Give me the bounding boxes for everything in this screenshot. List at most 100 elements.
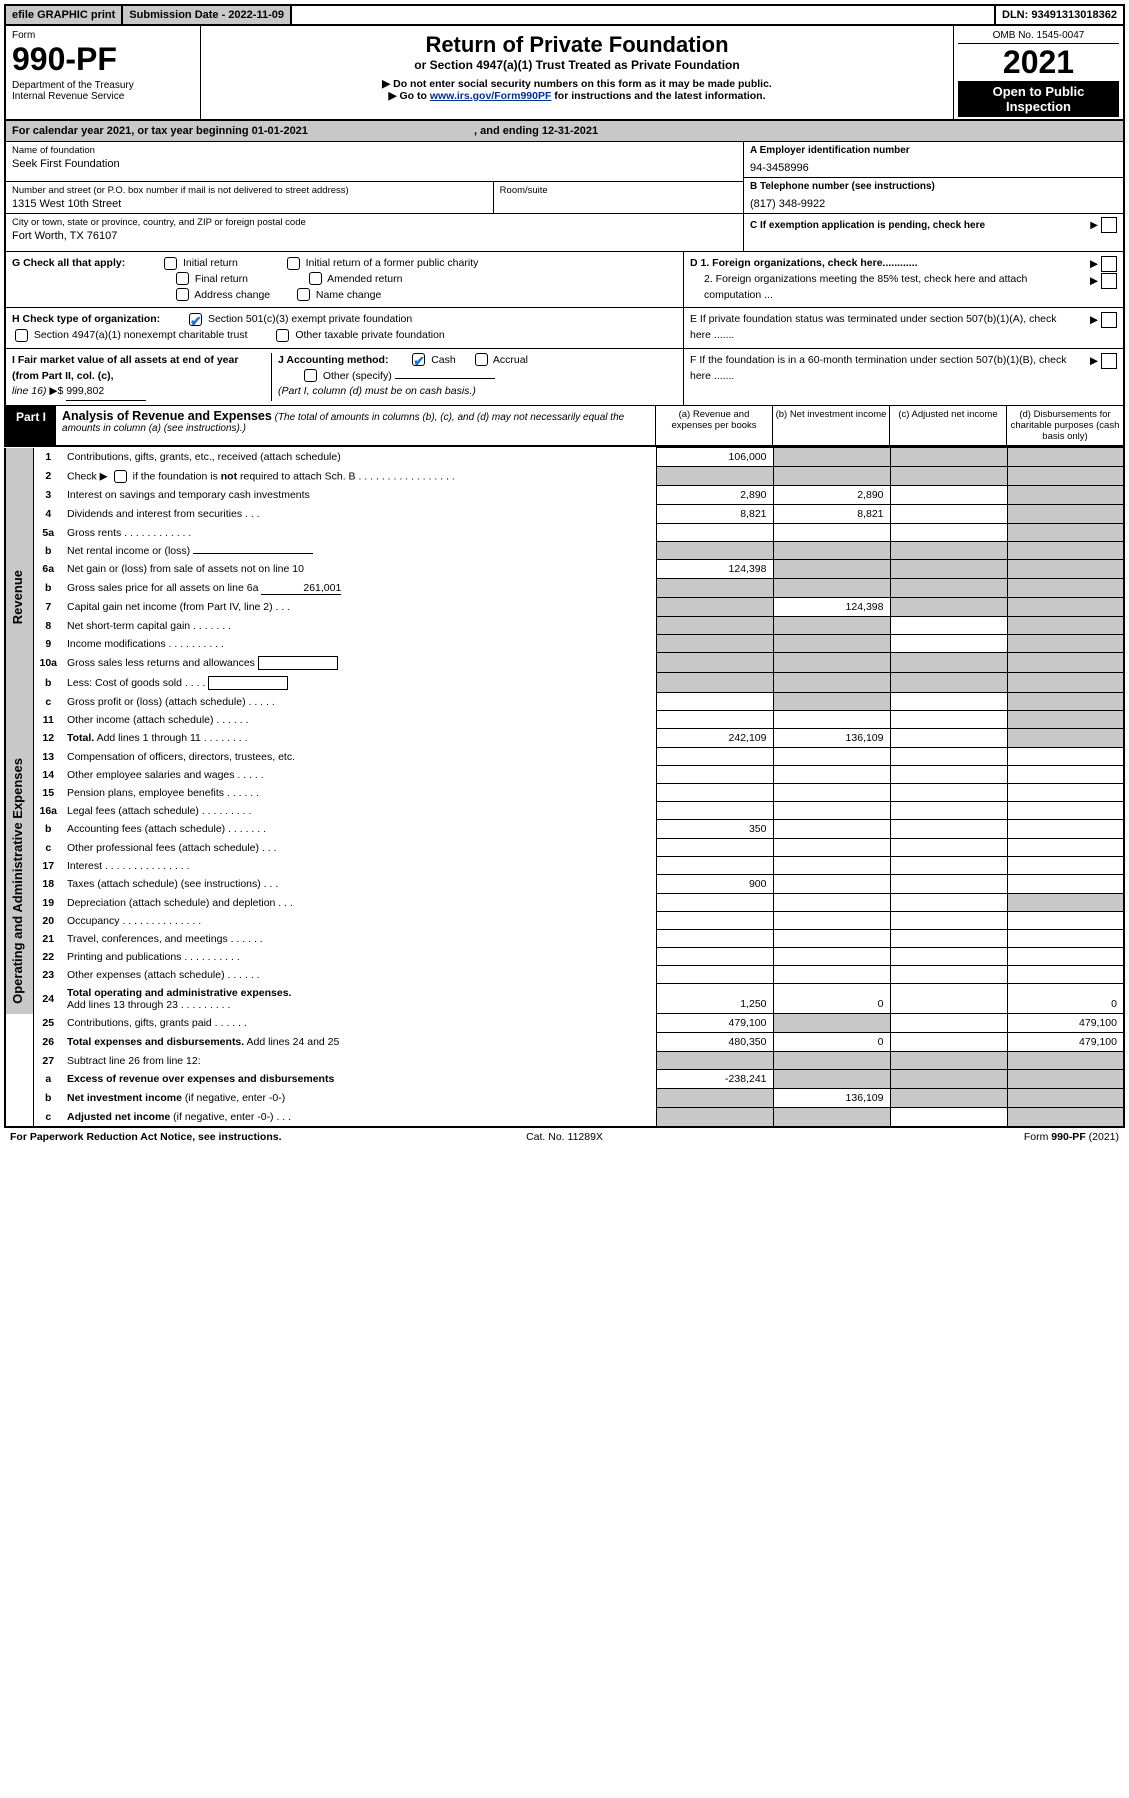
phone-cell: B Telephone number (see instructions) (8… xyxy=(744,178,1123,214)
address-cell: Number and street (or P.O. box number if… xyxy=(6,182,494,214)
r26-d: 479,100 xyxy=(1007,1033,1124,1052)
r3-b: 2,890 xyxy=(773,486,890,505)
part1-label: Part I xyxy=(6,406,56,445)
row-21: 21Travel, conferences, and meetings . . … xyxy=(5,930,1124,948)
row-20: 20Occupancy . . . . . . . . . . . . . . xyxy=(5,912,1124,930)
exemption-cell: C If exemption application is pending, c… xyxy=(744,214,1123,236)
r7-b: 124,398 xyxy=(773,598,890,617)
g-row: G Check all that apply: Initial return I… xyxy=(6,251,683,308)
r12-a: 242,109 xyxy=(656,729,773,748)
footer-left: For Paperwork Reduction Act Notice, see … xyxy=(10,1131,380,1143)
501c3-checkbox[interactable] xyxy=(189,313,202,326)
initial-return-checkbox[interactable] xyxy=(164,257,177,270)
row-7: 7Capital gain net income (from Part IV, … xyxy=(5,598,1124,617)
f-checkbox[interactable] xyxy=(1101,353,1117,369)
row-15: 15Pension plans, employee benefits . . .… xyxy=(5,784,1124,802)
check-section: G Check all that apply: Initial return I… xyxy=(4,251,1125,405)
other-method-checkbox[interactable] xyxy=(304,369,317,382)
calendar-year-row: For calendar year 2021, or tax year begi… xyxy=(4,121,1125,142)
cash-checkbox[interactable] xyxy=(412,353,425,366)
row-4: 4Dividends and interest from securities … xyxy=(5,505,1124,524)
irs-label: Internal Revenue Service xyxy=(12,91,194,102)
row-10b: bLess: Cost of goods sold . . . . xyxy=(5,673,1124,693)
final-return-checkbox[interactable] xyxy=(176,272,189,285)
row-13: Operating and Administrative Expenses 13… xyxy=(5,748,1124,766)
4947-checkbox[interactable] xyxy=(15,329,28,342)
d1-checkbox[interactable] xyxy=(1101,256,1117,272)
row-5a: 5aGross rents . . . . . . . . . . . . xyxy=(5,524,1124,542)
initial-former-checkbox[interactable] xyxy=(287,257,300,270)
open-public-badge: Open to Public Inspection xyxy=(958,81,1119,117)
foundation-info: Name of foundation Seek First Foundation… xyxy=(4,142,1125,251)
efile-label[interactable]: efile GRAPHIC print xyxy=(6,6,123,24)
d-row: D 1. Foreign organizations, check here..… xyxy=(684,251,1123,308)
row-16a: 16aLegal fees (attach schedule) . . . . … xyxy=(5,802,1124,820)
row-14: 14Other employee salaries and wages . . … xyxy=(5,766,1124,784)
form-990pf-page: efile GRAPHIC print Submission Date - 20… xyxy=(0,0,1129,1150)
phone-value: (817) 348-9922 xyxy=(750,198,1117,210)
row-1: Revenue 1 Contributions, gifts, grants, … xyxy=(5,448,1124,467)
header-center: Return of Private Foundation or Section … xyxy=(201,26,953,119)
tax-year: 2021 xyxy=(958,44,1119,81)
h-row: H Check type of organization: Section 50… xyxy=(6,308,683,349)
r26-b: 0 xyxy=(773,1033,890,1052)
ein-cell: A Employer identification number 94-3458… xyxy=(744,142,1123,178)
name-change-checkbox[interactable] xyxy=(297,288,310,301)
expenses-side-label: Operating and Administrative Expenses xyxy=(5,748,33,1014)
row-17: 17Interest . . . . . . . . . . . . . . . xyxy=(5,857,1124,875)
r27b-b: 136,109 xyxy=(773,1089,890,1108)
e-checkbox[interactable] xyxy=(1101,312,1117,328)
r27a-a: -238,241 xyxy=(656,1070,773,1089)
arrow-icon: ▶ xyxy=(1090,220,1098,231)
row-11: 11Other income (attach schedule) . . . .… xyxy=(5,711,1124,729)
form-title: Return of Private Foundation xyxy=(207,32,947,58)
city-cell: City or town, state or province, country… xyxy=(6,214,743,251)
footer-right: Form 990-PF (2021) xyxy=(749,1131,1119,1143)
dln: DLN: 93491313018362 xyxy=(994,6,1123,24)
schb-checkbox[interactable] xyxy=(114,470,127,483)
row-10a: 10aGross sales less returns and allowanc… xyxy=(5,653,1124,673)
r18-a: 900 xyxy=(656,875,773,894)
r6a-a: 124,398 xyxy=(656,560,773,579)
form-label: Form xyxy=(12,30,194,41)
analysis-table: Revenue 1 Contributions, gifts, grants, … xyxy=(4,447,1125,1128)
row-19: 19Depreciation (attach schedule) and dep… xyxy=(5,894,1124,912)
header-left: Form 990-PF Department of the Treasury I… xyxy=(6,26,201,119)
row-16b: bAccounting fees (attach schedule) . . .… xyxy=(5,820,1124,839)
name-cell: Name of foundation Seek First Foundation xyxy=(6,142,743,182)
footer-center: Cat. No. 11289X xyxy=(380,1131,750,1143)
r12-b: 136,109 xyxy=(773,729,890,748)
part1-desc: Analysis of Revenue and Expenses (The to… xyxy=(56,406,655,445)
col-c-header: (c) Adjusted net income xyxy=(889,406,1006,445)
top-bar: efile GRAPHIC print Submission Date - 20… xyxy=(4,4,1125,26)
instruction-1: ▶ Do not enter social security numbers o… xyxy=(207,78,947,90)
row-6b: bGross sales price for all assets on lin… xyxy=(5,579,1124,598)
row-2: 2 Check ▶ if the foundation is not requi… xyxy=(5,467,1124,486)
submission-date: Submission Date - 2022-11-09 xyxy=(123,6,292,24)
irs-link[interactable]: www.irs.gov/Form990PF xyxy=(430,90,552,102)
street-address: 1315 West 10th Street xyxy=(12,198,487,210)
f-row: F If the foundation is in a 60-month ter… xyxy=(684,349,1123,389)
r6b-value: 261,001 xyxy=(261,582,341,595)
e-row: E If private foundation status was termi… xyxy=(684,308,1123,349)
row-27a: aExcess of revenue over expenses and dis… xyxy=(5,1070,1124,1089)
accrual-checkbox[interactable] xyxy=(475,353,488,366)
row-10c: cGross profit or (loss) (attach schedule… xyxy=(5,693,1124,711)
form-number: 990-PF xyxy=(12,41,194,78)
form-subtitle: or Section 4947(a)(1) Trust Treated as P… xyxy=(207,58,947,72)
revenue-side-label: Revenue xyxy=(5,448,33,748)
d2-checkbox[interactable] xyxy=(1101,273,1117,289)
col-d-header: (d) Disbursements for charitable purpose… xyxy=(1006,406,1123,445)
row-26: 26 Total expenses and disbursements. Add… xyxy=(5,1033,1124,1052)
row-27: 27Subtract line 26 from line 12: xyxy=(5,1052,1124,1070)
address-change-checkbox[interactable] xyxy=(176,288,189,301)
amended-return-checkbox[interactable] xyxy=(309,272,322,285)
row-22: 22Printing and publications . . . . . . … xyxy=(5,948,1124,966)
row-18: 18Taxes (attach schedule) (see instructi… xyxy=(5,875,1124,894)
other-taxable-checkbox[interactable] xyxy=(276,329,289,342)
r1-a: 106,000 xyxy=(656,448,773,467)
ein-value: 94-3458996 xyxy=(750,162,1117,174)
r25-a: 479,100 xyxy=(656,1014,773,1033)
row-9: 9Income modifications . . . . . . . . . … xyxy=(5,635,1124,653)
exemption-checkbox[interactable] xyxy=(1101,217,1117,233)
